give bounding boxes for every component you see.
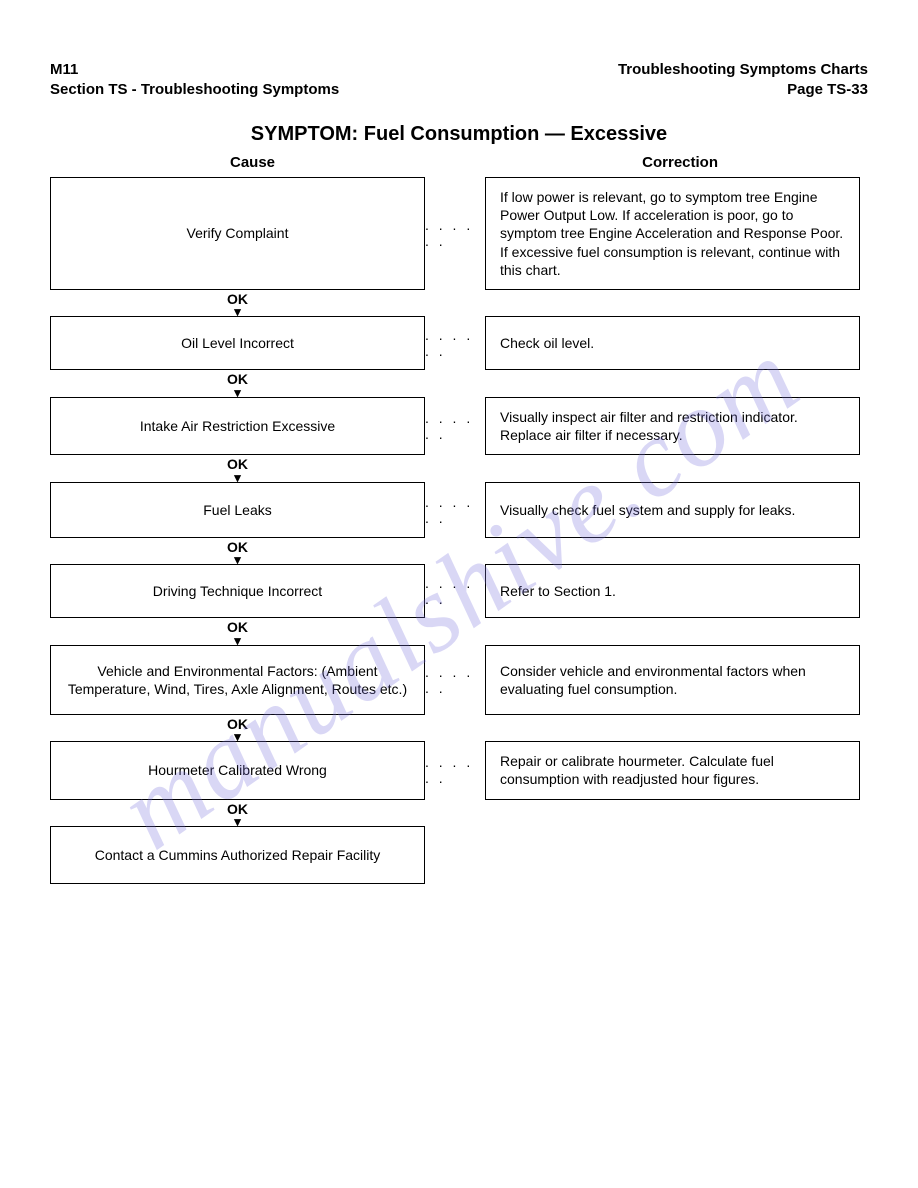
cause-header: Cause (230, 154, 275, 171)
correction-box: If low power is relevant, go to symptom … (485, 177, 860, 290)
correction-box: Check oil level. (485, 316, 860, 370)
flow-row: Oil Level Incorrect. . . . . .Check oil … (50, 316, 868, 370)
header-left-line2: Section TS - Troubleshooting Symptoms (50, 80, 339, 100)
column-headers: Cause Correction (50, 154, 868, 171)
flow-row: Verify Complaint. . . . . .If low power … (50, 177, 868, 290)
page-header: M11 Section TS - Troubleshooting Symptom… (50, 60, 868, 99)
header-left-line1: M11 (50, 60, 339, 80)
cause-box: Hourmeter Calibrated Wrong (50, 741, 425, 799)
correction-box: Consider vehicle and environmental facto… (485, 645, 860, 715)
ok-connector: OK▾ (50, 715, 425, 741)
flow-row: Contact a Cummins Authorized Repair Faci… (50, 826, 868, 884)
arrow-down-icon: ▾ (50, 817, 425, 826)
header-right: Troubleshooting Symptoms Charts Page TS-… (618, 60, 868, 99)
connector-dots: . . . . . . (425, 741, 485, 799)
page-title: SYMPTOM: Fuel Consumption — Excessive (50, 123, 868, 146)
arrow-down-icon: ▾ (50, 636, 425, 645)
connector-dots: . . . . . . (425, 397, 485, 455)
cause-box: Driving Technique Incorrect (50, 564, 425, 618)
cause-box: Vehicle and Environmental Factors: (Ambi… (50, 645, 425, 715)
flow-row: Fuel Leaks. . . . . .Visually check fuel… (50, 482, 868, 538)
arrow-down-icon: ▾ (50, 555, 425, 564)
flow-row: Driving Technique Incorrect. . . . . .Re… (50, 564, 868, 618)
ok-connector: OK▾ (50, 538, 425, 564)
correction-box: Repair or calibrate hourmeter. Calculate… (485, 741, 860, 799)
header-left: M11 Section TS - Troubleshooting Symptom… (50, 60, 339, 99)
ok-connector: OK▾ (50, 618, 425, 644)
correction-header: Correction (642, 154, 718, 171)
flow-row: Intake Air Restriction Excessive. . . . … (50, 397, 868, 455)
cause-box: Fuel Leaks (50, 482, 425, 538)
cause-box: Intake Air Restriction Excessive (50, 397, 425, 455)
cause-box: Contact a Cummins Authorized Repair Faci… (50, 826, 425, 884)
flow-row: Hourmeter Calibrated Wrong. . . . . .Rep… (50, 741, 868, 799)
connector-dots: . . . . . . (425, 316, 485, 370)
ok-connector: OK▾ (50, 800, 425, 826)
ok-connector: OK▾ (50, 455, 425, 481)
flow-row: Vehicle and Environmental Factors: (Ambi… (50, 645, 868, 715)
correction-box: Visually inspect air filter and restrict… (485, 397, 860, 455)
cause-box: Oil Level Incorrect (50, 316, 425, 370)
ok-connector: OK▾ (50, 290, 425, 316)
arrow-down-icon: ▾ (50, 473, 425, 482)
correction-box: Visually check fuel system and supply fo… (485, 482, 860, 538)
arrow-down-icon: ▾ (50, 388, 425, 397)
flowchart: Verify Complaint. . . . . .If low power … (50, 177, 868, 884)
arrow-down-icon: ▾ (50, 307, 425, 316)
ok-connector: OK▾ (50, 370, 425, 396)
connector-dots: . . . . . . (425, 645, 485, 715)
arrow-down-icon: ▾ (50, 732, 425, 741)
connector-dots: . . . . . . (425, 482, 485, 538)
header-right-line2: Page TS-33 (618, 80, 868, 100)
connector-dots: . . . . . . (425, 177, 485, 290)
header-right-line1: Troubleshooting Symptoms Charts (618, 60, 868, 80)
connector-dots: . . . . . . (425, 564, 485, 618)
cause-box: Verify Complaint (50, 177, 425, 290)
correction-box: Refer to Section 1. (485, 564, 860, 618)
